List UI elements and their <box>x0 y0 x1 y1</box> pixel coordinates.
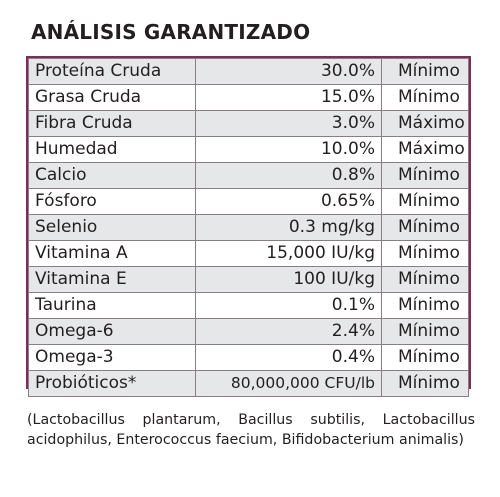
nutrient-value: 2.4% <box>195 318 382 345</box>
table-row: Calcio 0.8% Mínimo <box>28 162 469 189</box>
table-row: Vitamina A 15,000 IU/kg Mínimo <box>28 240 469 267</box>
nutrient-value: 0.3 mg/kg <box>195 214 382 241</box>
nutrient-limit: Mínimo <box>381 266 469 293</box>
nutrient-value: 3.0% <box>195 110 382 137</box>
nutrient-limit: Mínimo <box>381 370 469 397</box>
nutrient-name: Grasa Cruda <box>28 84 196 111</box>
nutrient-name: Vitamina E <box>28 266 196 293</box>
nutrient-value: 30.0% <box>195 58 382 85</box>
nutrient-value: 0.8% <box>195 162 382 189</box>
nutrient-value: 15.0% <box>195 84 382 111</box>
nutrient-name: Fósforo <box>28 188 196 215</box>
table-row: Probióticos* 80,000,000 CFU/lb Mínimo <box>28 370 469 397</box>
nutrient-name: Calcio <box>28 162 196 189</box>
nutrient-name: Vitamina A <box>28 240 196 267</box>
nutrient-name: Selenio <box>28 214 196 241</box>
nutrient-value: 0.65% <box>195 188 382 215</box>
table-row: Fibra Cruda 3.0% Máximo <box>28 110 469 137</box>
nutrient-value: 0.4% <box>195 344 382 371</box>
nutrient-name: Taurina <box>28 292 196 319</box>
nutrient-name: Proteína Cruda <box>28 58 196 85</box>
nutrient-limit: Mínimo <box>381 318 469 345</box>
table-row: Proteína Cruda 30.0% Mínimo <box>28 58 469 85</box>
nutrient-limit: Mínimo <box>381 162 469 189</box>
nutrient-limit: Mínimo <box>381 344 469 371</box>
probiotics-footnote: (Lactobacillus plantarum, Bacillus subti… <box>27 412 475 448</box>
nutrient-value: 0.1% <box>195 292 382 319</box>
table-row: Omega-6 2.4% Mínimo <box>28 318 469 345</box>
nutrient-limit: Mínimo <box>381 240 469 267</box>
table-row: Fósforo 0.65% Mínimo <box>28 188 469 215</box>
nutrient-limit: Mínimo <box>381 84 469 111</box>
nutrient-limit: Máximo <box>381 110 469 137</box>
nutrient-value: 80,000,000 CFU/lb <box>195 370 382 397</box>
nutrient-limit: Máximo <box>381 136 469 163</box>
nutrient-limit: Mínimo <box>381 292 469 319</box>
page-title: ANÁLISIS GARANTIZADO <box>31 20 311 44</box>
nutrient-value: 100 IU/kg <box>195 266 382 293</box>
table-row: Selenio 0.3 mg/kg Mínimo <box>28 214 469 241</box>
nutrient-value: 10.0% <box>195 136 382 163</box>
table-row: Grasa Cruda 15.0% Mínimo <box>28 84 469 111</box>
nutrient-name: Probióticos* <box>28 370 196 397</box>
nutrient-name: Omega-3 <box>28 344 196 371</box>
nutrient-limit: Mínimo <box>381 188 469 215</box>
guaranteed-analysis-table: Proteína Cruda 30.0% Mínimo Grasa Cruda … <box>26 56 471 397</box>
table-row: Omega-3 0.4% Mínimo <box>28 344 469 371</box>
nutrient-name: Omega-6 <box>28 318 196 345</box>
nutrient-value: 15,000 IU/kg <box>195 240 382 267</box>
nutrient-limit: Mínimo <box>381 214 469 241</box>
nutrient-name: Humedad <box>28 136 196 163</box>
table-row: Vitamina E 100 IU/kg Mínimo <box>28 266 469 293</box>
nutrient-name: Fibra Cruda <box>28 110 196 137</box>
table-row: Humedad 10.0% Máximo <box>28 136 469 163</box>
nutrient-limit: Mínimo <box>381 58 469 85</box>
table-row: Taurina 0.1% Mínimo <box>28 292 469 319</box>
